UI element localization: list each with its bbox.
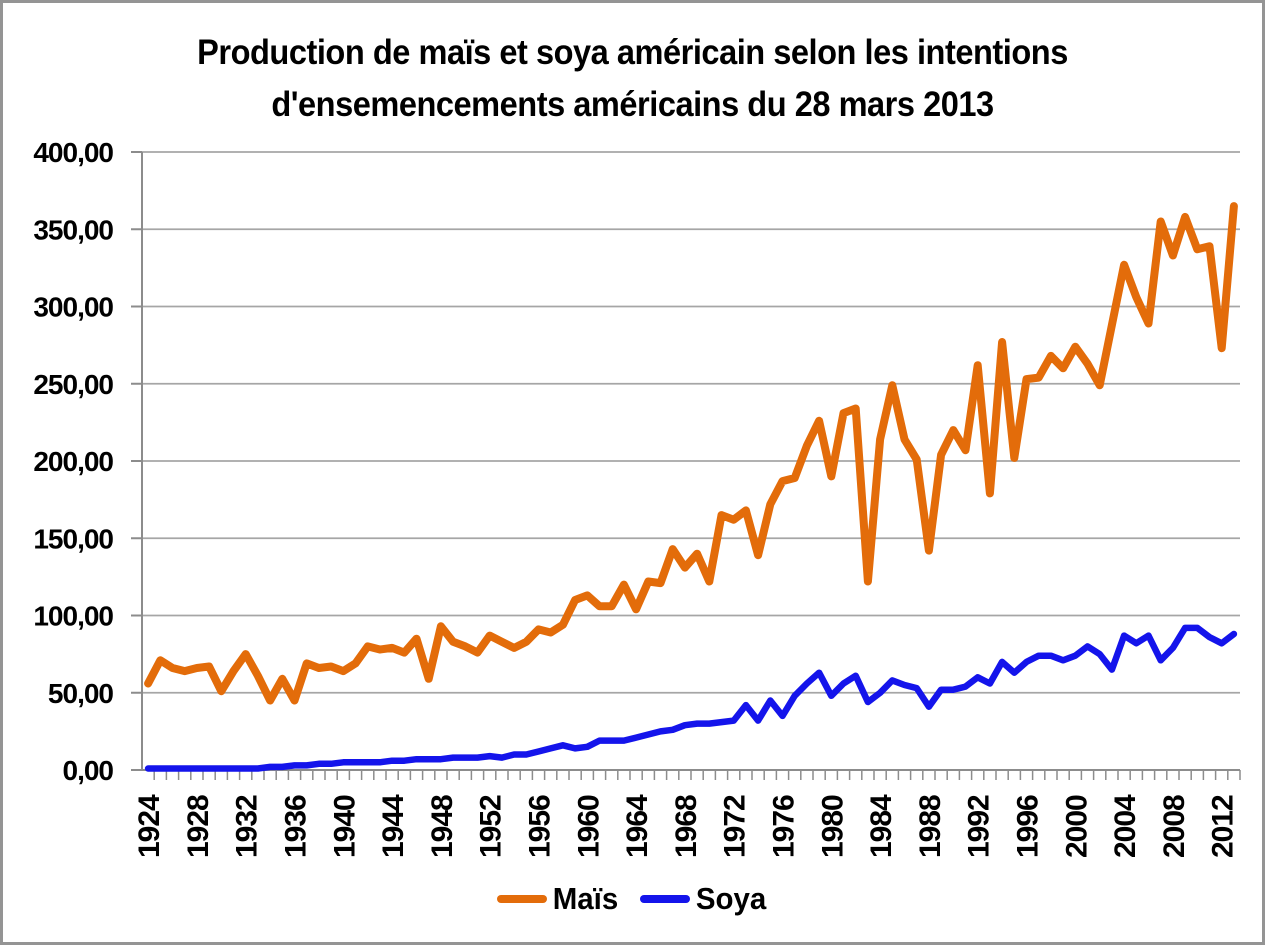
x-tick-label: 2000: [1060, 795, 1093, 858]
legend-item-soya: Soya: [639, 881, 768, 917]
soya-line: [144, 624, 1238, 772]
chart-legend: Maïs Soya: [3, 881, 1262, 917]
x-tick-label: 1972: [719, 795, 752, 858]
soya-legend-label: Soya: [695, 881, 767, 916]
mais-line: [144, 202, 1238, 705]
y-tick-label: 50,00: [48, 678, 113, 709]
chart-title: Production de maïs et soya américain sel…: [47, 27, 1218, 131]
x-tick-label: 1980: [816, 795, 849, 858]
legend-item-mais: Maïs: [496, 881, 620, 917]
x-tick-label: 1944: [377, 794, 410, 858]
x-tick-label: 1928: [182, 795, 215, 858]
x-tick-label: 1960: [572, 795, 605, 858]
chart-title-line1: Production de maïs et soya américain sel…: [197, 33, 1068, 72]
x-tick-label: 1948: [426, 795, 459, 858]
x-tick-label: 1932: [231, 795, 264, 858]
x-tick-label: 1936: [280, 795, 313, 858]
x-tick-label: 1940: [328, 795, 361, 858]
y-tick-label: 100,00: [33, 601, 113, 632]
y-tick-label: 350,00: [33, 214, 113, 245]
x-tick-label: 1956: [524, 795, 557, 858]
y-tick-label: 200,00: [33, 446, 113, 477]
mais-legend-swatch: [496, 895, 547, 903]
soya-legend-swatch: [639, 895, 690, 903]
x-tick-label: 1968: [670, 795, 703, 858]
x-tick-label: 1988: [914, 795, 947, 858]
mais-legend-label: Maïs: [552, 881, 619, 916]
y-tick-label: 300,00: [33, 292, 113, 323]
x-tick-label: 1924: [133, 794, 166, 858]
x-tick-label: 1964: [621, 794, 654, 858]
x-tick-label: 2012: [1207, 795, 1240, 858]
x-tick-label: 1992: [963, 795, 996, 858]
x-tick-label: 1976: [768, 795, 801, 858]
y-tick-label: 0,00: [63, 755, 114, 786]
chart-canvas: 0,00 50,00 100,00 150,00 200,00 250,00 300,00 3…: [33, 137, 1241, 858]
x-tick-label: 1952: [475, 795, 508, 858]
chart-title-line2: d'ensemencements américains du 28 mars 2…: [271, 85, 994, 124]
x-tick-label: 1984: [865, 794, 898, 858]
y-tick-label: 250,00: [33, 369, 113, 400]
y-tick-label: 150,00: [33, 523, 113, 554]
x-tick-label: 2004: [1109, 794, 1142, 858]
x-tick-label: 2008: [1158, 795, 1191, 858]
y-tick-label: 400,00: [33, 137, 113, 168]
x-tick-label: 1996: [1012, 795, 1045, 858]
